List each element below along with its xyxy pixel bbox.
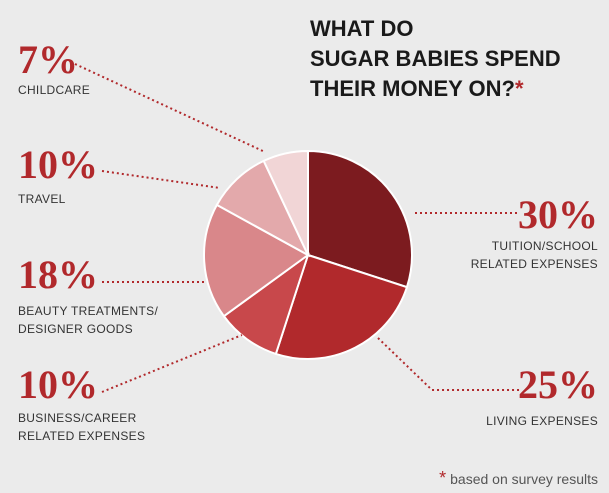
title-line: SUGAR BABIES SPEND (310, 46, 561, 71)
title-line: THEIR MONEY ON? (310, 76, 515, 101)
footnote: * based on survey results (439, 468, 598, 488)
value-label: 10% (18, 362, 98, 407)
category-label: TRAVEL (18, 192, 66, 206)
category-label: TUITION/SCHOOL (492, 239, 598, 253)
value-label: 7% (18, 37, 78, 82)
title-line: THEIR MONEY ON?* (310, 76, 524, 101)
leader-line (101, 334, 243, 393)
category-label: RELATED EXPENSES (471, 257, 598, 271)
pie-slice (307, 149, 413, 289)
footnote-mark: * (439, 468, 446, 488)
title-asterisk: * (515, 76, 524, 101)
pie-slice (203, 203, 310, 318)
category-label: RELATED EXPENSES (18, 429, 145, 443)
category-label: LIVING EXPENSES (486, 414, 598, 428)
footnote-text: based on survey results (450, 471, 598, 487)
pie-slice (274, 253, 409, 360)
value-label: 18% (18, 252, 98, 297)
value-label: 25% (518, 362, 598, 407)
value-label: 30% (518, 192, 598, 237)
category-label: CHILDCARE (18, 83, 90, 97)
value-label: 10% (18, 142, 98, 187)
pie-slice (262, 149, 309, 256)
category-label: DESIGNER GOODS (18, 322, 133, 336)
category-label: BEAUTY TREATMENTS/ (18, 304, 158, 318)
title-line: WHAT DO (310, 16, 413, 41)
category-label: BUSINESS/CAREER (18, 411, 137, 425)
